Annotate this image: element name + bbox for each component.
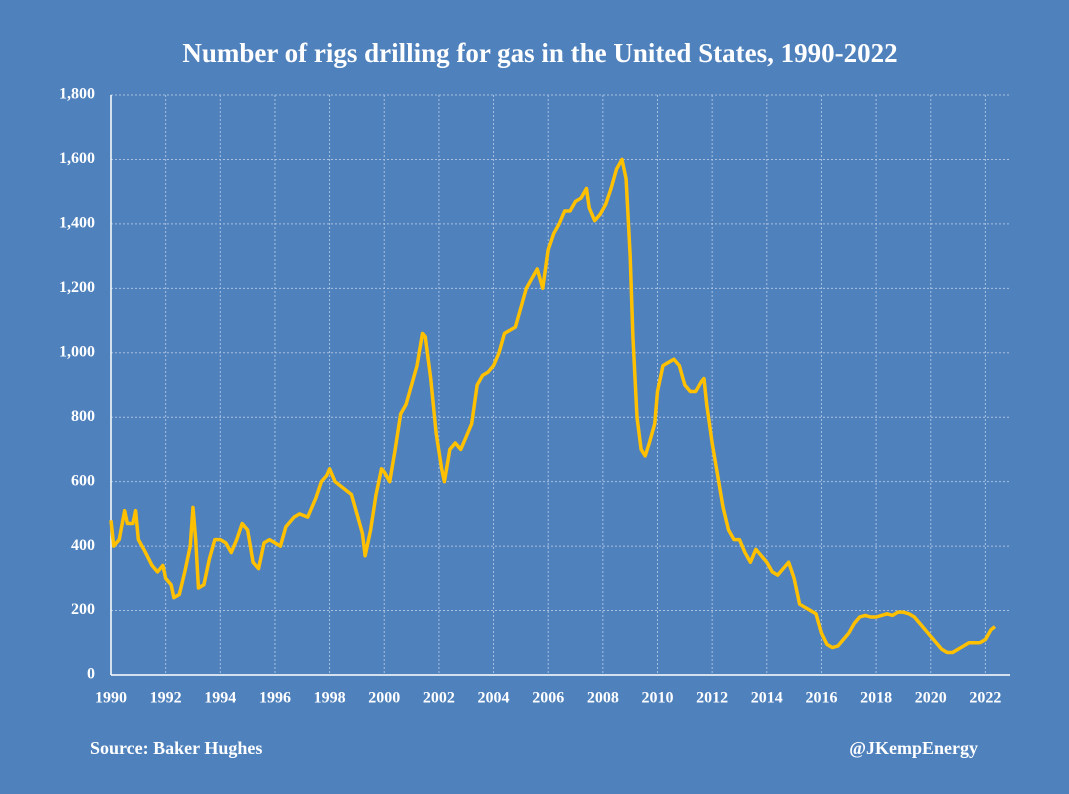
y-tick-label: 200 <box>71 601 95 618</box>
x-tick-label: 2012 <box>696 690 728 707</box>
x-tick-label: 2000 <box>368 690 400 707</box>
x-tick-label: 2008 <box>587 690 619 707</box>
y-tick-label: 800 <box>71 408 95 425</box>
x-tick-label: 2004 <box>478 690 510 707</box>
y-tick-label: 1,800 <box>59 86 95 103</box>
x-tick-label: 2014 <box>751 690 783 707</box>
x-tick-label: 2002 <box>423 690 455 707</box>
credit: @JKempEnergy <box>849 738 978 758</box>
x-tick-label: 2016 <box>805 690 837 707</box>
y-tick-label: 1,000 <box>59 343 95 360</box>
x-tick-label: 1994 <box>204 690 236 707</box>
y-tick-label: 1,200 <box>59 279 95 296</box>
source: Source: Baker Hughes <box>90 738 262 758</box>
chart-title: Number of rigs drilling for gas in the U… <box>182 38 897 68</box>
y-tick-label: 400 <box>71 537 95 554</box>
line-series <box>109 157 997 655</box>
x-tick-label: 2020 <box>915 690 947 707</box>
x-tick-label: 2006 <box>532 690 564 707</box>
y-tick-label: 600 <box>71 472 95 489</box>
x-tick-label: 2022 <box>969 690 1001 707</box>
x-tick-label: 1992 <box>150 690 182 707</box>
x-tick-label: 1990 <box>95 690 127 707</box>
x-tick-label: 1996 <box>259 690 291 707</box>
y-tick-label: 0 <box>87 666 95 683</box>
x-tick-label: 2018 <box>860 690 892 707</box>
y-tick-label: 1,600 <box>59 150 95 167</box>
y-tick-label: 1,400 <box>59 215 95 232</box>
x-tick-label: 2010 <box>642 690 674 707</box>
x-tick-label: 1998 <box>314 690 346 707</box>
